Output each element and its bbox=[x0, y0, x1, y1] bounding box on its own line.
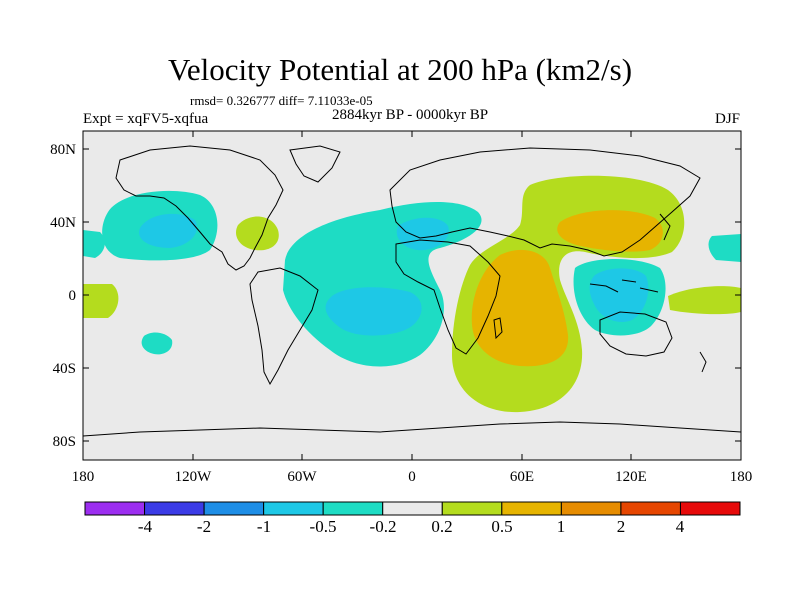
contour-pos-north-america bbox=[235, 216, 279, 251]
coastline-south-america bbox=[249, 267, 319, 386]
legend-color-box bbox=[203, 501, 265, 516]
x-tick-label: 60W bbox=[287, 469, 317, 485]
legend-color-box bbox=[263, 501, 324, 516]
x-tick-label: 120W bbox=[175, 469, 213, 485]
legend-color-box bbox=[679, 501, 741, 516]
coastline-antarctica bbox=[83, 421, 741, 437]
legend-color-box bbox=[144, 501, 205, 516]
coastline-australia bbox=[599, 311, 673, 357]
legend-label: -0.5 bbox=[310, 517, 337, 536]
contour-neg-east-dateline bbox=[708, 234, 741, 262]
axis-ticks bbox=[82, 131, 742, 460]
legend-label: -0.2 bbox=[370, 517, 397, 536]
contour-pos-east-asia-core bbox=[557, 210, 663, 252]
y-tick-label: 80S bbox=[53, 434, 76, 450]
legend-color-box bbox=[441, 501, 503, 516]
plot-title: Velocity Potential at 200 hPa (km2/s) bbox=[167, 52, 633, 87]
y-tick-label: 40S bbox=[53, 361, 76, 377]
legend-label: 2 bbox=[617, 517, 626, 536]
map-area bbox=[83, 131, 741, 460]
velocity-potential-contours bbox=[83, 175, 741, 413]
x-tick-label: 0 bbox=[408, 469, 416, 485]
legend-label: 1 bbox=[557, 517, 566, 536]
coastline-japan bbox=[659, 213, 671, 241]
coastline-indonesia bbox=[589, 279, 659, 293]
legend-color-box bbox=[560, 501, 622, 516]
legend-color-box bbox=[382, 501, 443, 516]
coastline-north-america bbox=[115, 145, 284, 271]
color-legend: -4 -2 -1 -0.5 -0.2 0.2 0.5 1 2 4 bbox=[84, 501, 741, 536]
time-range-label: 2884kyr BP - 0000kyr BP bbox=[331, 107, 489, 123]
contour-neg-north-pacific-core bbox=[139, 213, 198, 248]
x-tick-label: 120E bbox=[615, 469, 647, 485]
experiment-label: Expt = xqFV5-xqfua bbox=[83, 111, 209, 127]
coastlines bbox=[83, 145, 741, 437]
coastline-africa bbox=[395, 239, 501, 355]
contour-neg-atlantic-core bbox=[325, 287, 422, 336]
y-axis-labels: 80N 40N 0 40S 80S bbox=[50, 142, 76, 450]
contour-pos-west-dateline bbox=[83, 284, 119, 318]
x-tick-label: 180 bbox=[72, 469, 95, 485]
x-tick-label: 60E bbox=[510, 469, 534, 485]
contour-neg-dateline-west bbox=[83, 230, 105, 258]
legend-color-box bbox=[620, 501, 681, 516]
coastline-eurasia bbox=[389, 147, 701, 257]
legend-label: 0.5 bbox=[491, 517, 512, 536]
y-tick-label: 0 bbox=[69, 288, 77, 304]
legend-label: 0.2 bbox=[431, 517, 452, 536]
legend-color-box bbox=[84, 501, 146, 516]
legend-label: -2 bbox=[197, 517, 211, 536]
legend-label: -1 bbox=[257, 517, 271, 536]
legend-label: 4 bbox=[676, 517, 685, 536]
contour-neg-south-pacific bbox=[141, 332, 173, 355]
contour-pos-east-dateline bbox=[668, 286, 741, 315]
legend-color-box bbox=[322, 501, 384, 516]
coastline-greenland bbox=[289, 145, 341, 183]
y-tick-label: 40N bbox=[50, 215, 76, 231]
coastline-new-zealand bbox=[699, 351, 707, 373]
coastline-madagascar bbox=[493, 317, 503, 340]
x-tick-label: 180 bbox=[730, 469, 753, 485]
rmsd-diff-stats: rmsd= 0.326777 diff= 7.11033e-05 bbox=[190, 93, 373, 108]
x-axis-labels: 180 120W 60W 0 60E 120E 180 bbox=[72, 469, 753, 485]
legend-color-box bbox=[501, 501, 562, 516]
legend-label: -4 bbox=[138, 517, 153, 536]
y-tick-label: 80N bbox=[50, 142, 76, 158]
season-label: DJF bbox=[714, 111, 740, 127]
